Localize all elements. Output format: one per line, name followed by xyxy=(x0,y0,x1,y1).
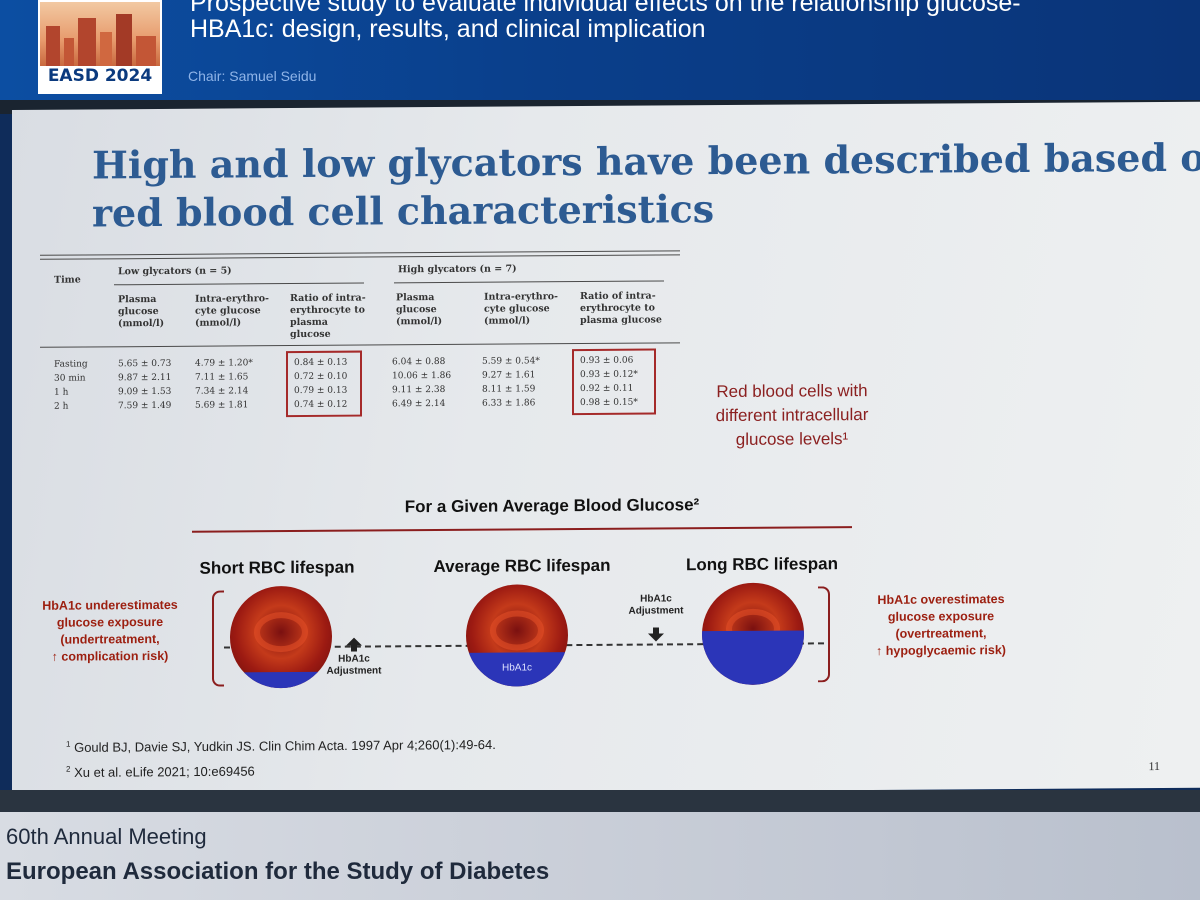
hba1c-fill-high xyxy=(702,630,804,686)
logo-skyline-art xyxy=(40,2,160,66)
right-brace xyxy=(818,586,830,683)
highlight-box-low-ratio xyxy=(286,350,362,418)
heading-divider xyxy=(192,526,852,533)
average-rbc-cell: HbA1c xyxy=(466,584,568,687)
conference-header: EASD 2024 Prospective study to evaluate … xyxy=(0,0,1200,100)
col-header-high-intra: Intra-erythro-cyte glucose (mmol/l) xyxy=(484,291,558,327)
col-header-low-ratio: Ratio of intra-erythrocyte to plasma gluco… xyxy=(290,292,366,341)
long-rbc-cell xyxy=(702,582,804,686)
slide-page-number: 11 xyxy=(1148,758,1160,774)
short-lifespan-label: Short RBC lifespan xyxy=(199,557,355,578)
easd-logo: EASD 2024 xyxy=(38,0,162,94)
given-glucose-heading: For a Given Average Blood Glucose² xyxy=(404,495,700,517)
col-header-high-plasma: Plasma glucose (mmol/l) xyxy=(396,292,443,328)
references: 1 Gould BJ, Davie SJ, Yudkin JS. Clin Ch… xyxy=(66,731,496,785)
conference-footer: 60th Annual Meeting European Association… xyxy=(0,812,1200,900)
underestimate-note: HbA1c underestimates glucose exposure (und… xyxy=(42,597,178,664)
rbc-glucose-note: Red blood cells with different intracellu… xyxy=(715,381,869,449)
highlight-box-high-ratio xyxy=(572,348,656,416)
table-header-high-group: High glycators (n = 7) xyxy=(398,263,517,276)
presentation-slide: High and low glycators have been describ… xyxy=(12,101,1200,797)
hba1c-cell-label: HbA1c xyxy=(501,662,532,674)
slide-title-line1: High and low glycators have been describ… xyxy=(92,134,1200,188)
left-brace xyxy=(212,590,224,687)
reference-item: 1 Gould BJ, Davie SJ, Yudkin JS. Clin Ch… xyxy=(66,736,496,755)
overestimate-note: HbA1c overestimates glucose exposure (over… xyxy=(876,592,1006,658)
glycator-table: Time Low glycators (n = 5) High glycator… xyxy=(40,250,680,418)
col-header-high-ratio: Ratio of intra-erythrocyte to plasma gluc… xyxy=(580,290,662,327)
association-name: European Association for the Study of Di… xyxy=(6,858,550,885)
adjustment-label-left: HbA1c Adjustment xyxy=(326,653,382,677)
session-chair: Chair: Samuel Seidu xyxy=(188,68,317,84)
down-arrow-icon xyxy=(648,627,664,642)
col-header-low-plasma: Plasma glucose (mmol/l) xyxy=(118,293,165,330)
reference-item: 2 Xu et al. eLife 2021; 10:e69456 xyxy=(66,763,255,781)
meeting-label: 60th Annual Meeting xyxy=(6,824,207,849)
slide-title-line2: red blood cell characteristics xyxy=(92,186,715,236)
col-header-low-intra: Intra-erythro-cyte glucose (mmol/l) xyxy=(195,293,269,329)
up-arrow-icon xyxy=(346,637,362,652)
screen-gap-bottom xyxy=(0,790,1200,812)
slide-title: High and low glycators have been describ… xyxy=(92,134,1200,238)
table-header-low-group: Low glycators (n = 5) xyxy=(118,265,232,278)
session-title: Prospective study to evaluate individual… xyxy=(190,0,1200,44)
session-title-line1: Prospective study to evaluate individual… xyxy=(190,0,1021,17)
adjustment-label-right: HbA1c Adjustment xyxy=(628,593,684,617)
long-lifespan-label: Long RBC lifespan xyxy=(685,554,839,575)
average-lifespan-label: Average RBC lifespan xyxy=(433,555,611,577)
table-header-time: Time xyxy=(54,274,81,286)
logo-text: EASD 2024 xyxy=(47,66,153,86)
session-title-line2: HBA1c: design, results, and clinical imp… xyxy=(190,15,706,43)
